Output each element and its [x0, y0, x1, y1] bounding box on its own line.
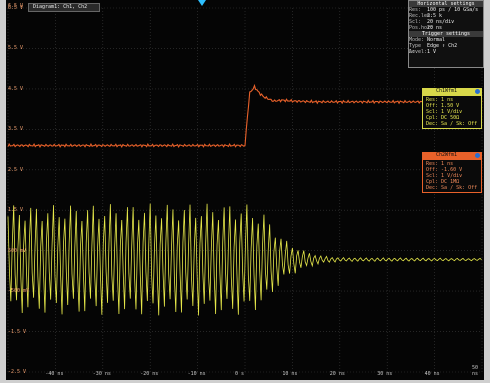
trigger-setting-row: Type A: Edge ↑ Ch2 — [409, 43, 483, 55]
horizontal-setting-row: Rec.len: 2.5 k — [409, 13, 483, 19]
trigger-setting-value: Edge ↑ Ch2 — [427, 43, 458, 49]
horizontal-setting-row: Scl: 20 ns/div — [409, 19, 483, 25]
ch2-box-details: Res: 1 ns Off: -1.60 V Scl: 1 V/div Cpl: DC… — [422, 159, 482, 193]
trigger-setting-row: Mode: Normal — [409, 37, 483, 43]
y-axis-label: 2.5 V — [8, 166, 24, 173]
ch1-detail-line: Cpl: DC 50Ω — [426, 115, 460, 121]
waveform-display — [7, 7, 483, 373]
ch2-trace — [7, 83, 483, 149]
trigger-setting-row: Level: 1 V — [409, 49, 483, 55]
ch2-detail-line: Dec: Sa / Sk: Off — [426, 185, 478, 191]
ch2-box-title: Ch2Wfm1 — [436, 152, 458, 158]
x-axis-label: 0 s — [235, 371, 245, 377]
x-axis-label: -10 ns — [187, 371, 206, 377]
ch1-close-icon[interactable] — [475, 89, 480, 94]
y-axis-label: 5.5 V — [8, 45, 24, 52]
horizontal-setting-key: Scl: — [409, 19, 422, 25]
horizontal-setting-row: Pos.hor: 20 ns — [409, 25, 483, 31]
ch2-detail-line: Cpl: DC 1MΩ — [426, 179, 460, 185]
ch1-box-details: Res: 1 ns Off: 1.50 V Scl: 1 V/div Cpl: DC … — [422, 95, 482, 129]
trigger-setting-key: Type A: — [409, 43, 422, 55]
y-axis-label: 3.5 V — [8, 126, 24, 133]
horizontal-setting-key: Res: — [409, 7, 422, 13]
horizontal-settings-rows: Res: 100 ps / 10 GSa/s Rec.len: 2.5 k Scl: 20… — [409, 7, 483, 31]
horizontal-setting-value: 20 ns/div — [427, 19, 455, 25]
y-axis-label: 1.5 V — [8, 207, 24, 214]
y-axis-label: -1.5 V — [8, 328, 27, 335]
ch2-trace-group — [7, 83, 483, 149]
horizontal-setting-value: 20 ns — [427, 25, 443, 31]
diagram-tab[interactable]: Diagram1: Ch1, Ch2 — [28, 3, 100, 12]
x-axis-label: -20 ns — [140, 371, 159, 377]
x-axis-label: -40 ns — [45, 371, 64, 377]
ch1-detail-line: Scl: 1 V/div — [426, 109, 463, 115]
ch1-trace — [7, 203, 482, 316]
x-axis-label: -30 ns — [92, 371, 111, 377]
trigger-setting-value: 1 V — [427, 49, 437, 55]
trigger-setting-key: Level: — [409, 49, 428, 55]
y-axis-label: 4.5 V — [8, 85, 24, 92]
y-axis-label: -500 mV — [8, 288, 30, 295]
ch2-detail-line: Scl: 1 V/div — [426, 173, 463, 179]
x-axis-label: 20 ns — [329, 371, 345, 377]
ch1-trace-group — [7, 203, 482, 316]
ch1-info-box[interactable]: Ch1Wfm1 Res: 1 ns Off: 1.50 V Scl: 1 V/div… — [422, 88, 482, 129]
ch2-close-icon[interactable] — [475, 153, 480, 158]
x-axis-label: 40 ns — [424, 371, 440, 377]
graticule — [7, 7, 483, 373]
ch2-detail-line: Off: -1.60 V — [426, 167, 463, 173]
ch2-info-box[interactable]: Ch2Wfm1 Res: 1 ns Off: -1.60 V Scl: 1 V/di… — [422, 152, 482, 193]
ch1-detail-line: Dec: Sa / Sk: Off — [426, 121, 478, 127]
y-axis-label: 500 mV — [8, 247, 27, 254]
horizontal-setting-value: 100 ps / 10 GSa/s — [427, 7, 479, 13]
y-axis-label: 6.5 V — [8, 5, 24, 11]
ch1-detail-line: Res: 1 ns — [426, 97, 454, 103]
trigger-settings-title: Trigger settings — [409, 31, 483, 37]
settings-panel: Horizontal settings Res: 100 ps / 10 GSa/… — [408, 0, 484, 68]
trigger-setting-key: Mode: — [409, 37, 425, 43]
horizontal-settings-title: Horizontal settings — [409, 1, 483, 7]
horizontal-setting-row: Res: 100 ps / 10 GSa/s — [409, 7, 483, 13]
ch1-box-title: Ch1Wfm1 — [436, 88, 458, 94]
trigger-setting-value: Normal — [427, 37, 446, 43]
ch1-detail-line: Off: 1.50 V — [426, 103, 460, 109]
x-axis-label: 10 ns — [282, 371, 298, 377]
horizontal-setting-key: Rec.len: — [409, 13, 434, 19]
scope-screen: 6.5 V Diagram1: Ch1, Ch2 6.5 V 5.5 V 4.5 V… — [6, 0, 484, 380]
y-axis-label: -2.5 V — [8, 369, 27, 375]
horizontal-setting-key: Pos.hor: — [409, 25, 434, 31]
top-axis-value: 6.5 V — [8, 3, 24, 9]
x-axis-label: 30 ns — [377, 371, 393, 377]
ch2-detail-line: Res: 1 ns — [426, 161, 454, 167]
horizontal-setting-value: 2.5 k — [427, 13, 443, 19]
x-axis-label: 50 ns — [472, 365, 479, 377]
trigger-position-marker[interactable] — [198, 0, 206, 6]
trigger-settings-rows: Mode: Normal Type A: Edge ↑ Ch2 Level: 1 V — [409, 37, 483, 55]
